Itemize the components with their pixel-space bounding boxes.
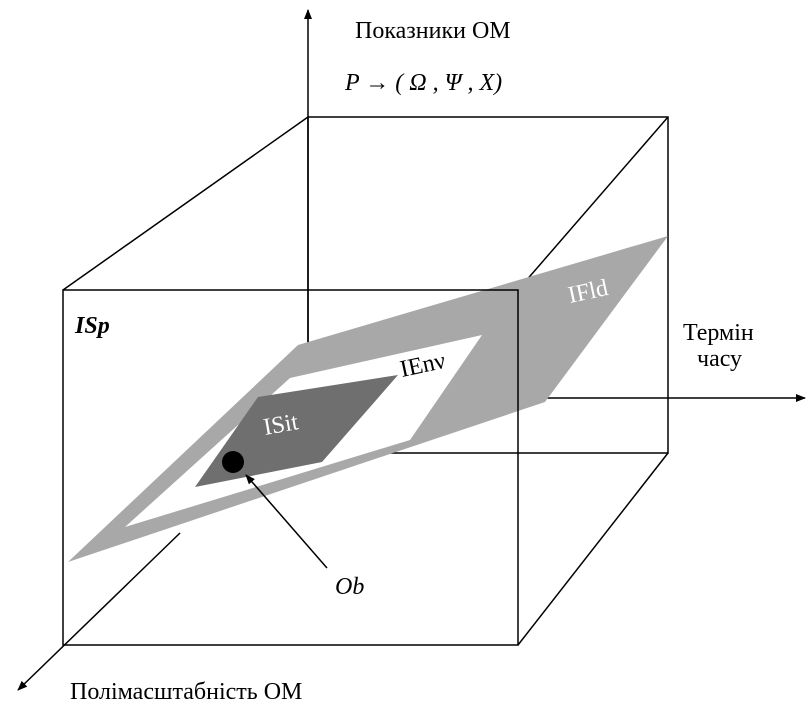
depth-axis-label: Полімасштабність ОМ: [70, 679, 302, 705]
situation-plane: [195, 375, 398, 487]
situation-label: ISit: [262, 409, 301, 441]
front-face: [62, 289, 519, 646]
object-label: Ob: [335, 574, 364, 600]
horizontal-axis-label: Термін: [683, 320, 754, 346]
formula: P → ( Ω , Ψ , X): [344, 70, 502, 96]
vertical-axis-label: Показники ОМ: [355, 18, 511, 44]
horizontal-axis-label: часу: [697, 346, 742, 372]
cube: [17, 9, 806, 691]
object-dot: [222, 451, 244, 473]
space-label: ISp: [74, 313, 110, 339]
object-arrow: [245, 474, 328, 569]
